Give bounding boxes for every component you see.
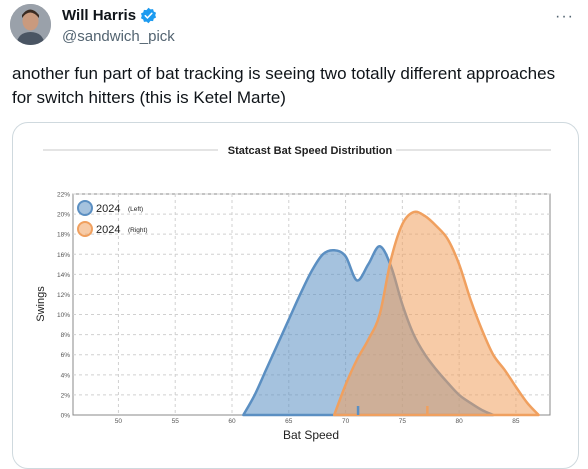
y-tick-label: 0% (61, 413, 71, 420)
author-handle[interactable]: @sandwich_pick (62, 28, 175, 45)
legend-series-qualifier-1: (Right) (128, 227, 148, 234)
x-tick-label: 50 (115, 418, 123, 425)
y-tick-label: 10% (57, 312, 70, 319)
legend-swatch-1 (77, 221, 93, 237)
y-tick-label: 18% (57, 232, 70, 239)
y-tick-label: 12% (57, 292, 70, 299)
author-name[interactable]: Will Harris (62, 7, 137, 24)
x-tick-labels: 50 55 60 65 70 75 80 85 (115, 418, 520, 425)
legend-swatch-0 (77, 200, 93, 216)
chart-title: Statcast Bat Speed Distribution (228, 145, 393, 157)
series-areas (242, 210, 540, 417)
chart-legend: 2024 (Left) 2024 (Right) (77, 200, 148, 237)
x-tick-label: 80 (456, 418, 464, 425)
x-tick-label: 65 (285, 418, 293, 425)
chart-title-group: Statcast Bat Speed Distribution (43, 145, 551, 157)
legend-series-qualifier-0: (Left) (128, 206, 143, 213)
y-tick-labels: 0% 2% 4% 6% 8% 10% 12% 14% 16% 18% 20% 22% (57, 192, 70, 420)
x-tick-label: 75 (399, 418, 407, 425)
x-tick-label: 60 (228, 418, 236, 425)
more-horizontal-icon[interactable]: ··· (555, 8, 574, 25)
x-axis-label: Bat Speed (283, 428, 339, 442)
y-tick-label: 14% (57, 272, 70, 279)
y-tick-label: 8% (61, 332, 71, 339)
tweet-text: another fun part of bat tracking is seei… (12, 64, 556, 107)
bat-speed-chart: Statcast Bat Speed Distribution 0% 2% 4% 6%… (35, 145, 551, 442)
x-tick-label: 70 (342, 418, 350, 425)
y-tick-label: 4% (61, 372, 71, 379)
legend-series-name-0: 2024 (96, 203, 120, 215)
y-axis-label: Swings (35, 286, 47, 322)
x-tick-label: 55 (172, 418, 180, 425)
series-markers (356, 406, 429, 415)
author-name-row: Will Harris (62, 7, 157, 24)
x-tick-label: 85 (512, 418, 520, 425)
y-tick-label: 2% (61, 392, 71, 399)
verified-badge-icon (140, 7, 157, 24)
legend-series-name-1: 2024 (96, 224, 120, 236)
tweet-media[interactable]: Statcast Bat Speed Distribution 0% 2% 4% 6%… (12, 122, 579, 469)
y-tick-label: 20% (57, 212, 70, 219)
avatar-image (10, 4, 51, 45)
y-tick-label: 6% (61, 352, 71, 359)
avatar[interactable] (10, 4, 51, 45)
y-tick-label: 22% (57, 192, 70, 199)
y-tick-label: 16% (57, 252, 70, 259)
series-area-1 (332, 210, 540, 417)
